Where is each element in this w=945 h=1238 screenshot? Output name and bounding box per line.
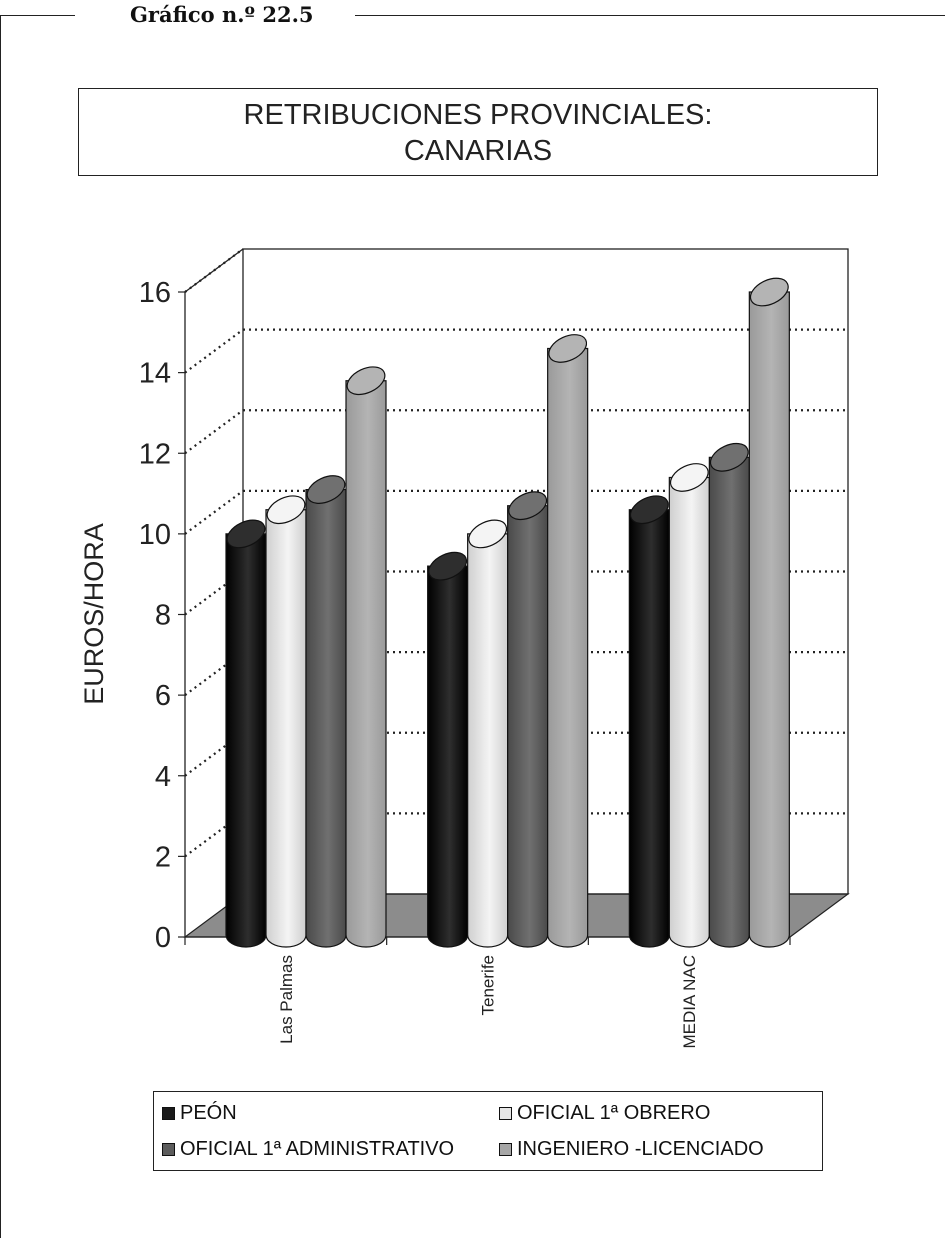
cylinder-bar xyxy=(427,565,469,948)
x-category-label: MEDIA NAC xyxy=(680,955,699,1049)
cylinder-bar xyxy=(225,533,267,948)
legend-item-oficial-administrativo: OFICIAL 1ª ADMINISTRATIVO xyxy=(162,1138,454,1161)
y-tick-label: 16 xyxy=(139,277,171,309)
legend-item-ingeniero: INGENIERO -LICENCIADO xyxy=(499,1138,764,1161)
cylinder-bar xyxy=(305,488,347,948)
legend-label-oficial-obrero: OFICIAL 1ª OBRERO xyxy=(517,1102,711,1124)
gridline-left-wall xyxy=(184,409,244,455)
cylinder-bar xyxy=(345,380,387,948)
cylinder-top xyxy=(428,551,468,581)
cylinder-bar xyxy=(668,476,710,948)
cylinder-top xyxy=(669,463,709,492)
cylinder-top xyxy=(709,442,749,472)
cylinder-top xyxy=(749,277,789,307)
figure-caption: Gráfico n.º 22.5 xyxy=(130,2,314,27)
legend-swatch-oficial-obrero xyxy=(499,1107,512,1120)
y-tick-label: 12 xyxy=(139,438,171,470)
cylinder-top xyxy=(548,334,588,363)
legend-swatch-peon xyxy=(162,1107,175,1120)
legend-swatch-oficial-administrativo xyxy=(162,1143,175,1156)
y-tick-label: 14 xyxy=(139,358,171,390)
legend-swatch-ingeniero xyxy=(499,1143,512,1156)
cylinder-top xyxy=(306,475,346,504)
frame-top-right-rule xyxy=(355,15,945,16)
y-tick-label: 10 xyxy=(139,519,171,551)
frame-left-rule xyxy=(0,15,1,1238)
cylinder-bar xyxy=(265,509,307,948)
cylinder-top xyxy=(226,519,266,549)
cylinder-bar xyxy=(708,456,750,948)
gridline-left-wall xyxy=(184,328,244,374)
y-tick-label: 0 xyxy=(155,922,171,954)
cylinder-bar xyxy=(547,347,589,948)
cylinder-top xyxy=(346,366,386,396)
cylinder-bar xyxy=(467,533,509,948)
cylinder-top xyxy=(629,495,669,525)
gridline-left-wall xyxy=(184,248,244,293)
y-tick-label: 6 xyxy=(155,680,171,712)
y-tick-label: 4 xyxy=(155,761,171,793)
legend-label-ingeniero: INGENIERO -LICENCIADO xyxy=(517,1138,764,1160)
x-category-label: Tenerife xyxy=(479,955,498,1015)
legend-label-oficial-administrativo: OFICIAL 1ª ADMINISTRATIVO xyxy=(180,1138,455,1160)
legend-label-peon: PEÓN xyxy=(180,1102,237,1124)
frame-top-left-rule xyxy=(0,15,75,16)
cylinder-top xyxy=(468,519,508,549)
chart-title-line-2: CANARIAS xyxy=(403,135,553,167)
legend-item-oficial-obrero: OFICIAL 1ª OBRERO xyxy=(499,1102,710,1125)
y-tick-label: 2 xyxy=(155,841,171,873)
cylinder-top xyxy=(508,491,548,521)
cylinder-bar xyxy=(507,505,549,948)
gridline-left-wall xyxy=(184,489,244,535)
chart-legend: PEÓN OFICIAL 1ª OBRERO OFICIAL 1ª ADMINI… xyxy=(153,1091,823,1171)
legend-item-peon: PEÓN xyxy=(162,1102,237,1125)
y-tick-label: 8 xyxy=(155,600,171,632)
bar-chart: 0 2 4 6 8 10 12 14 16 EUROS/HORA Las Palmas Tenerif… xyxy=(79,248,850,1049)
x-category-label: Las Palmas xyxy=(277,955,296,1044)
cylinder-top xyxy=(266,495,306,525)
cylinder-bar xyxy=(628,509,670,948)
chart-title-box: RETRIBUCIONES PROVINCIALES: CANARIAS xyxy=(78,88,878,176)
chart-title-line-1: RETRIBUCIONES PROVINCIALES: xyxy=(243,99,713,131)
cylinder-bar xyxy=(748,291,790,948)
y-axis-title: EUROS/HORA xyxy=(79,523,109,705)
